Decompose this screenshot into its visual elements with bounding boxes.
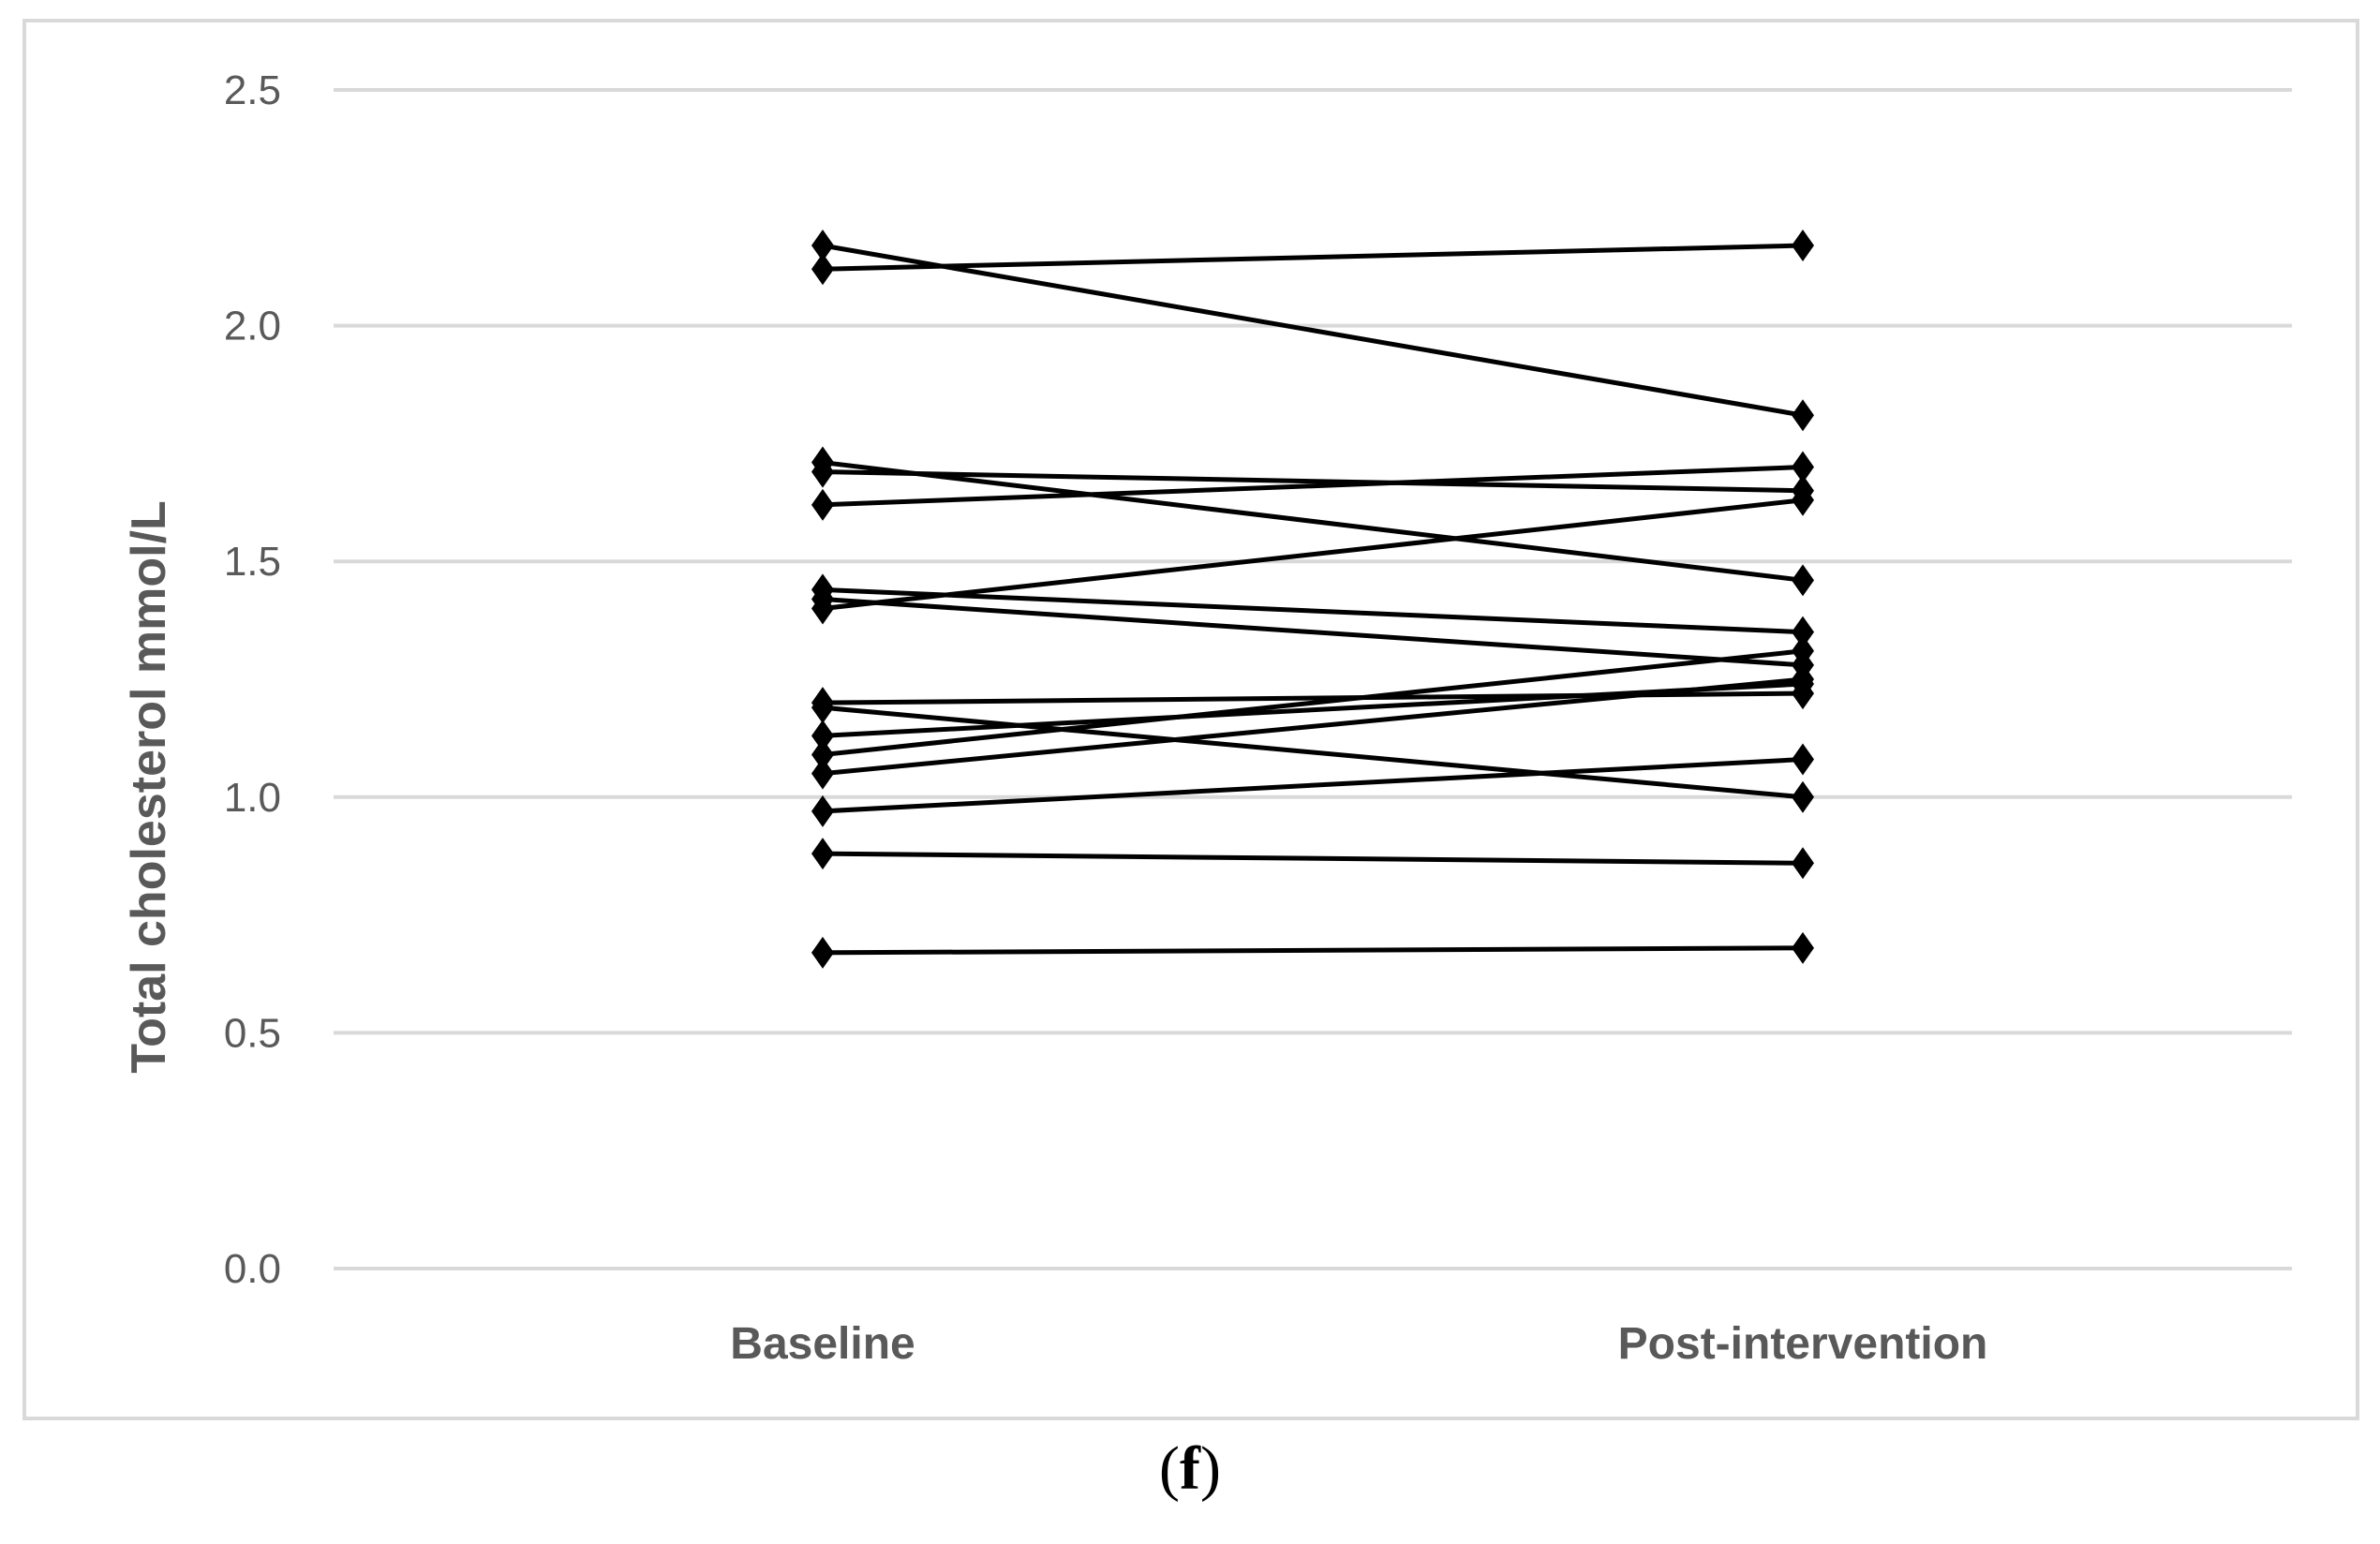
y-axis-title: Total cholesterol mmol/L [122,500,176,1074]
data-point-9-1 [1792,780,1814,813]
series-line-9 [822,705,1804,800]
series-2 [811,446,1814,597]
series-line-10 [822,681,1804,738]
data-point-1-0 [811,230,834,262]
series-line-3 [822,469,1804,494]
x-category-label-0: Baseline [730,1319,915,1369]
data-point-3-0 [811,455,834,488]
caption-close-paren: ) [1199,1434,1221,1503]
data-point-1-1 [1792,399,1814,432]
series-0 [811,230,1814,286]
series-6 [811,573,1814,648]
series-line-6 [822,586,1804,635]
caption-open-paren: ( [1159,1434,1180,1503]
series-14 [811,838,1814,880]
series-12 [811,663,1814,790]
series-11 [811,634,1814,771]
y-tick-label-2: 1.0 [224,775,281,821]
data-point-4-1 [1792,451,1814,483]
series-line-4 [822,465,1804,508]
series-9 [811,691,1814,813]
y-tick-labels: 0.0 0.5 1.0 1.5 2.0 2.5 [224,67,281,1292]
data-point-4-0 [811,488,834,521]
series-line-1 [822,243,1804,418]
panel-caption: (f) [0,1433,2380,1505]
caption-letter: f [1180,1434,1200,1503]
series-15 [811,931,1814,969]
data-point-12-0 [811,757,834,790]
data-point-11-1 [1792,634,1814,667]
series-line-7 [822,596,1804,668]
y-tick-label-4: 2.0 [224,304,281,349]
series-line-12 [822,676,1804,777]
data-point-12-1 [1792,663,1814,695]
data-point-9-0 [811,691,834,724]
y-tick-label-5: 2.5 [224,67,281,113]
data-point-15-0 [811,936,834,969]
series-line-15 [822,945,1804,956]
series-line-13 [822,757,1804,814]
data-series [811,230,1814,969]
series-line-11 [822,648,1804,757]
data-point-2-1 [1792,564,1814,597]
data-point-14-0 [811,838,834,870]
series-1 [811,230,1814,432]
series-4 [811,451,1814,521]
data-point-15-1 [1792,931,1814,964]
y-tick-label-1: 0.5 [224,1010,281,1056]
series-line-0 [822,243,1804,272]
data-point-0-0 [811,253,834,286]
series-13 [811,743,1814,827]
data-point-13-0 [811,794,834,827]
data-point-11-0 [811,738,834,771]
series-line-14 [822,851,1804,866]
data-point-6-1 [1792,616,1814,648]
y-tick-label-0: 0.0 [224,1246,281,1292]
data-point-10-0 [811,720,834,752]
x-category-labels: Baseline Post-intervention [730,1319,1987,1369]
chart-frame [22,19,2359,1420]
series-5 [811,483,1814,625]
series-8 [811,677,1814,720]
gridlines [334,88,2292,1270]
data-point-14-1 [1792,847,1814,880]
series-line-2 [822,460,1804,583]
x-category-label-1: Post-intervention [1618,1319,1988,1369]
data-point-7-0 [811,583,834,616]
data-point-5-1 [1792,483,1814,516]
data-point-13-1 [1792,743,1814,776]
data-point-0-1 [1792,230,1814,262]
y-tick-label-3: 1.5 [224,539,281,585]
series-line-5 [822,497,1804,612]
